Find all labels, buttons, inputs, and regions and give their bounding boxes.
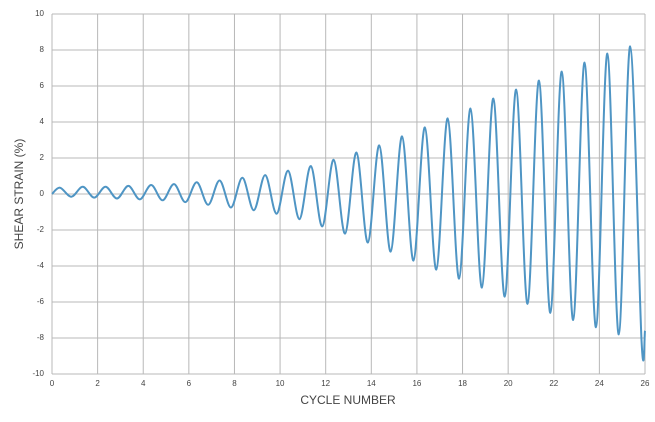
y-tick-label: 6 [40, 81, 45, 90]
y-tick-label: 10 [35, 9, 44, 18]
x-tick-label: 8 [232, 379, 237, 388]
y-tick-label: -2 [37, 225, 45, 234]
y-tick-label: 0 [40, 189, 45, 198]
x-tick-label: 4 [141, 379, 146, 388]
x-tick-label: 24 [595, 379, 604, 388]
y-tick-label: 4 [40, 117, 45, 126]
x-tick-label: 12 [321, 379, 330, 388]
x-tick-label: 10 [276, 379, 285, 388]
y-tick-label: -8 [37, 333, 45, 342]
x-axis-label: CYCLE NUMBER [300, 393, 396, 407]
data-line [51, 45, 646, 362]
x-tick-label: 20 [504, 379, 513, 388]
y-tick-label: -10 [32, 369, 44, 378]
y-tick-label: 8 [40, 45, 45, 54]
x-tick-label: 22 [549, 379, 558, 388]
y-axis-label: SHEAR STRAIN (%) [12, 139, 26, 250]
x-tick-label: 6 [187, 379, 192, 388]
y-tick-label: -4 [37, 261, 45, 270]
x-tick-label: 18 [458, 379, 467, 388]
x-tick-label: 16 [412, 379, 421, 388]
y-tick-label: 2 [40, 153, 45, 162]
y-tick-label: -6 [37, 297, 45, 306]
x-tick-label: 26 [641, 379, 650, 388]
x-tick-label: 0 [50, 379, 55, 388]
x-tick-label: 14 [367, 379, 376, 388]
x-tick-label: 2 [95, 379, 100, 388]
